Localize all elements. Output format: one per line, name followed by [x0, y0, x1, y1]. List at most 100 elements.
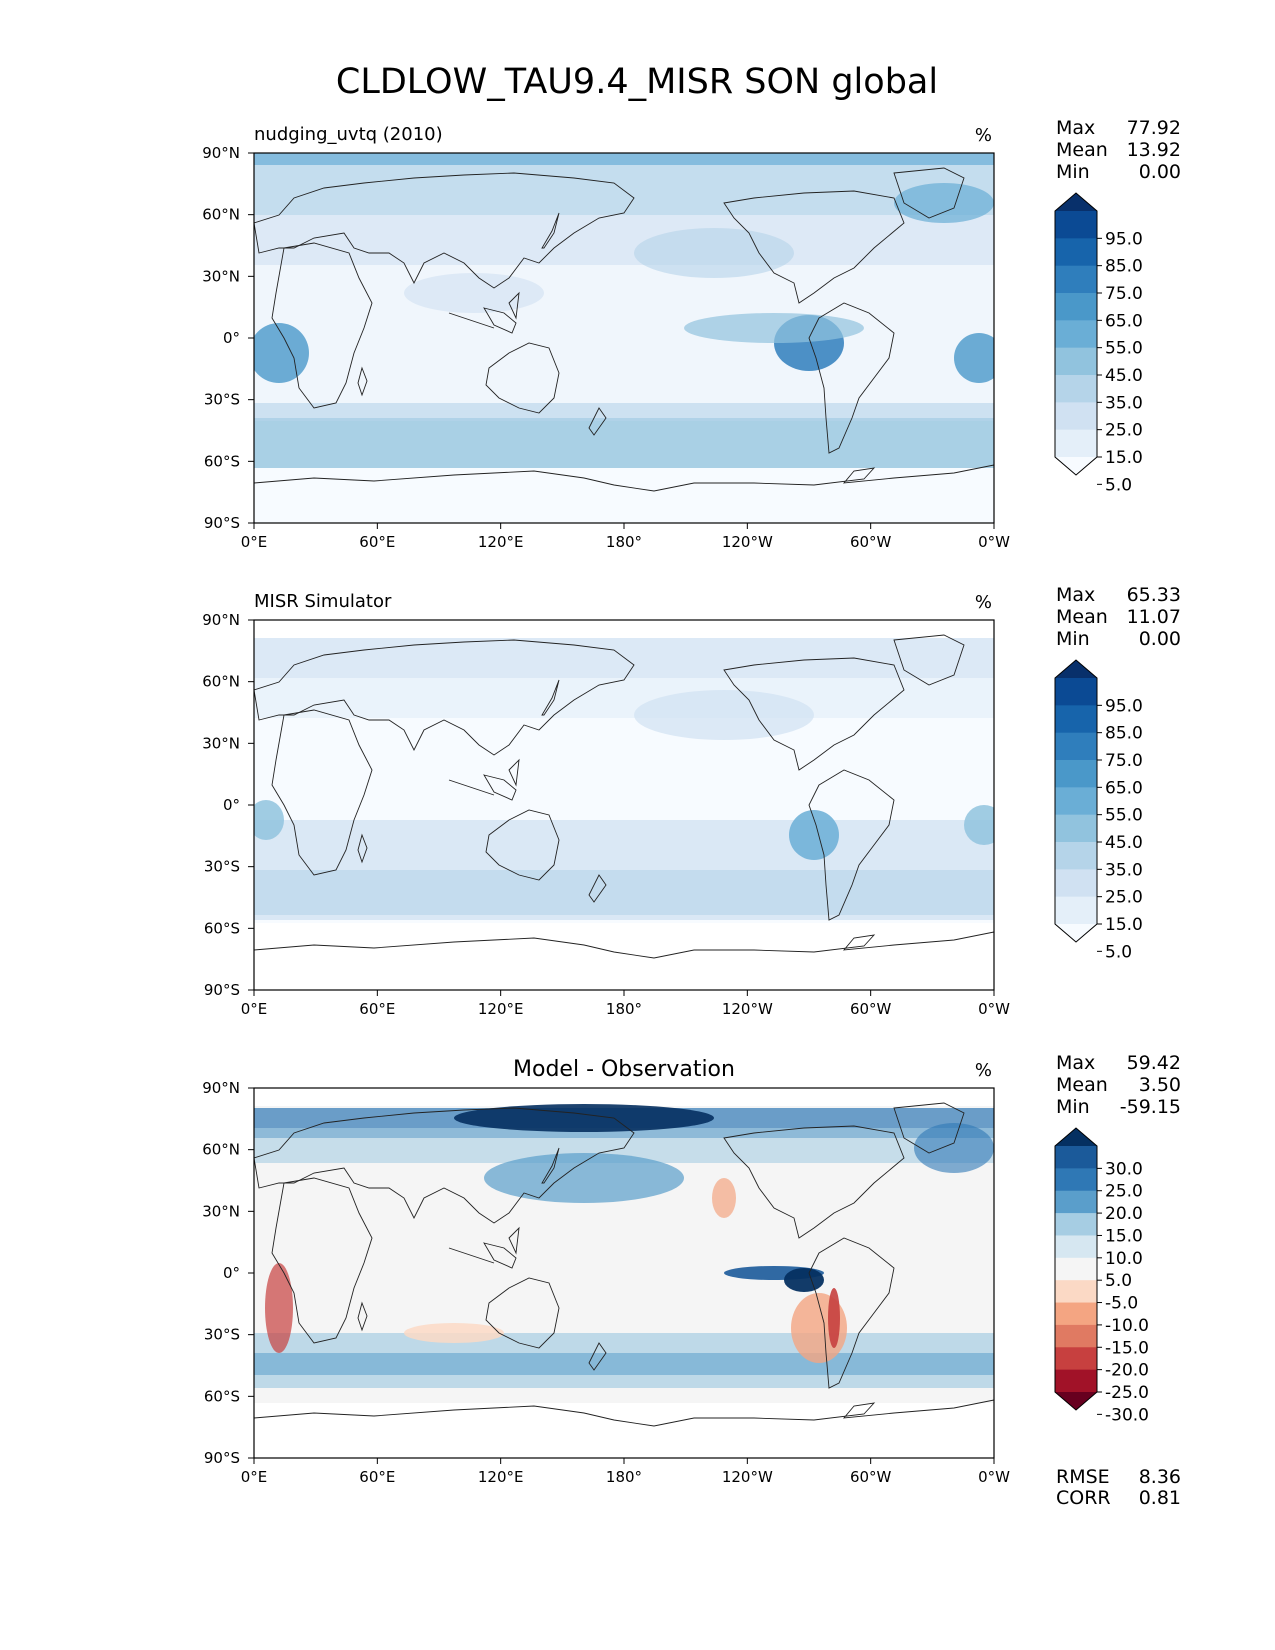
field-patch — [712, 1178, 736, 1218]
x-tick-label: 120°W — [722, 1000, 773, 1018]
colorbar-tick-label: 10.0 — [1105, 1249, 1143, 1269]
field-patch — [789, 810, 839, 860]
x-tick-label: 60°W — [850, 533, 892, 551]
field-patch — [404, 273, 544, 313]
y-tick-label: 30°S — [204, 1326, 240, 1344]
colorbar-segment — [1055, 402, 1097, 431]
units-label: % — [975, 592, 992, 613]
colorbar-segment — [1055, 1347, 1097, 1371]
colorbar-tick-label: 85.0 — [1105, 257, 1143, 277]
colorbar-extend-top — [1055, 193, 1097, 211]
x-tick-label: 0°W — [978, 533, 1010, 551]
colorbar-tick-label: 45.0 — [1105, 833, 1143, 853]
stat-label-max: Max — [1056, 584, 1095, 606]
colorbar-extend-top — [1055, 1128, 1097, 1146]
x-tick-label: 180° — [606, 1468, 642, 1486]
stat-label-mean: Mean — [1056, 139, 1108, 161]
panel-title: nudging_uvtq (2010) — [254, 124, 443, 145]
stat-value-max: 59.42 — [1127, 1052, 1181, 1074]
panel-title: Model - Observation — [513, 1057, 735, 1082]
field-band — [254, 418, 994, 468]
field-patch — [634, 690, 814, 740]
footer-stat-label-corr: CORR — [1056, 1487, 1111, 1509]
colorbar-tick-label: 85.0 — [1105, 724, 1143, 744]
map-area — [253, 619, 995, 991]
colorbar-segment — [1055, 1324, 1097, 1348]
y-tick-label: 90°N — [202, 611, 240, 629]
map-area — [253, 1087, 995, 1459]
colorbar-segment — [1055, 1235, 1097, 1259]
colorbar-tick-label: 25.0 — [1105, 421, 1143, 441]
stat-value-mean: 11.07 — [1127, 606, 1181, 628]
x-tick-label: 180° — [606, 1000, 642, 1018]
field-patch — [964, 805, 994, 845]
colorbar-segment — [1055, 705, 1097, 734]
colorbar-segment — [1055, 1213, 1097, 1236]
field-patch — [254, 800, 284, 840]
x-tick-label: 0°E — [241, 533, 268, 551]
field-band — [254, 1353, 994, 1375]
colorbar-segment — [1055, 293, 1097, 321]
x-tick-label: 0°W — [978, 1000, 1010, 1018]
colorbar-segment — [1055, 238, 1097, 267]
x-tick-label: 0°E — [241, 1000, 268, 1018]
colorbar-extend-bottom — [1055, 1392, 1097, 1410]
colorbar-tick-label: 95.0 — [1105, 696, 1143, 716]
colorbar-tick-label: -20.0 — [1105, 1361, 1149, 1381]
x-tick-label: 120°E — [478, 1000, 524, 1018]
figure-title: CLDLOW_TAU9.4_MISR SON global — [336, 62, 938, 102]
y-tick-label: 90°N — [202, 144, 240, 162]
x-tick-label: 60°E — [359, 1468, 395, 1486]
y-tick-label: 60°N — [202, 1141, 240, 1159]
field-band — [254, 1403, 994, 1458]
colorbar-segment — [1055, 375, 1097, 403]
colorbar: 95.0 85.0 75.0 65.0 55.0 45.0 35.0 25.0 15.0 5.0 — [1054, 659, 1143, 962]
x-tick-label: 120°E — [478, 533, 524, 551]
colorbar-segment — [1055, 842, 1097, 870]
colorbar-segment — [1055, 896, 1097, 925]
colorbar-tick-label: 65.0 — [1105, 778, 1143, 798]
field-band — [254, 923, 994, 990]
stat-value-min: 0.00 — [1139, 161, 1181, 183]
y-tick-label: 60°S — [204, 452, 240, 470]
field-patch — [634, 228, 794, 278]
colorbar-segment — [1055, 1168, 1097, 1192]
stat-label-mean: Mean — [1056, 1074, 1108, 1096]
colorbar-tick-label: 65.0 — [1105, 311, 1143, 331]
panel-title: MISR Simulator — [254, 591, 392, 612]
field-band — [254, 403, 994, 421]
x-tick-label: 120°W — [722, 1468, 773, 1486]
field-band — [254, 678, 994, 718]
field-patch — [954, 333, 994, 383]
stat-value-max: 77.92 — [1127, 117, 1181, 139]
field-patch — [254, 323, 309, 383]
y-tick-label: 90°S — [204, 514, 240, 532]
map-panel-1: nudging_uvtq (2010) % 0°E 60°E 120°E 180° 120°… — [202, 117, 1181, 551]
field-patch — [484, 1153, 684, 1203]
field-band — [254, 870, 994, 915]
x-tick-label: 0°W — [978, 1468, 1010, 1486]
colorbar-tick-label: -25.0 — [1105, 1383, 1149, 1403]
data-field — [254, 153, 994, 523]
data-field — [254, 620, 994, 990]
stat-label-min: Min — [1056, 1096, 1090, 1118]
map-area — [253, 152, 995, 524]
x-tick-label: 60°W — [850, 1468, 892, 1486]
field-patch — [894, 183, 994, 223]
map-panel-3: Model - Observation % 0°E 60°E 120°E 180° 120°… — [202, 1052, 1181, 1509]
colorbar-segment — [1055, 678, 1097, 706]
footer-stat-value-corr: 0.81 — [1139, 1487, 1181, 1509]
y-tick-label: 60°N — [202, 206, 240, 224]
colorbar-tick-label: 75.0 — [1105, 751, 1143, 771]
colorbar-segment — [1055, 320, 1097, 349]
x-tick-label: 60°E — [359, 1000, 395, 1018]
stat-label-min: Min — [1056, 161, 1090, 183]
y-tick-label: 0° — [223, 329, 240, 347]
colorbar-tick-label: 25.0 — [1105, 1182, 1143, 1202]
colorbar-tick-label: 45.0 — [1105, 366, 1143, 386]
y-tick-label: 30°S — [204, 858, 240, 876]
colorbar-segment — [1055, 265, 1097, 294]
colorbar-extend-bottom — [1055, 924, 1097, 942]
units-label: % — [975, 125, 992, 146]
colorbar-segment — [1055, 1146, 1097, 1169]
